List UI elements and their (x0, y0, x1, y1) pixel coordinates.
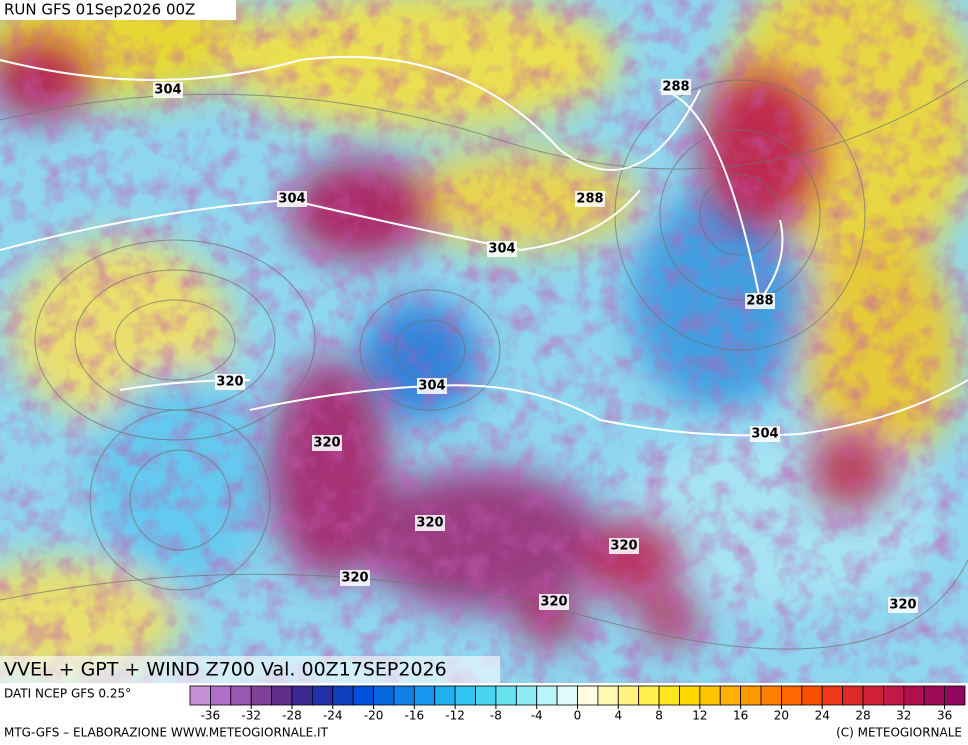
colorbar-tick-label: -24 (323, 709, 343, 723)
contour-label: 304 (488, 242, 515, 257)
colorbar-swatch (271, 685, 293, 706)
colorbar-swatch (903, 685, 925, 706)
footer-right: (C) METEOGIORNALE (836, 726, 962, 740)
colorbar-swatch (821, 685, 844, 706)
colorbar-swatch (883, 685, 905, 706)
map-caption: VVEL + GPT + WIND Z700 Val. 00Z17SEP2026 (4, 659, 447, 681)
contour-label: 304 (154, 83, 181, 98)
contour-label-bg (888, 597, 918, 613)
colorbar: -36 -32 -28 -24 -20 -16 -12 -8 -4 0 4 8 12 16 20 24 28 32… (189, 685, 966, 723)
colorbar-swatch (597, 685, 619, 706)
colorbar-tick-label: -16 (405, 709, 425, 723)
colorbar-tick-label: 20 (774, 709, 789, 723)
title-box (0, 0, 236, 20)
contour-label: 320 (416, 516, 443, 531)
contour-label-bg (215, 374, 245, 390)
colorbar-swatch (781, 685, 803, 706)
colorbar-swatch (209, 685, 232, 706)
contour-label-bg (539, 594, 569, 610)
contour-label-bg (417, 378, 447, 394)
colorbar-swatch (454, 685, 476, 706)
footer-left: MTG-GFS – ELABORAZIONE WWW.METEOGIORNALE… (4, 726, 329, 740)
contour-label: 320 (216, 375, 243, 390)
caption-box (0, 656, 500, 683)
contour-label-bg (661, 79, 691, 95)
colorbar-swatch (189, 685, 211, 706)
contour-label-bg (340, 570, 370, 586)
colorbar-swatch (801, 685, 823, 706)
colorbar-swatch (740, 685, 762, 706)
contour-label-bg (750, 426, 780, 442)
contour-label-bg (153, 82, 183, 98)
colorbar-swatch (373, 685, 395, 706)
colorbar-tick-label: -32 (241, 709, 261, 723)
colorbar-tick-label: 4 (614, 709, 622, 723)
contour-label: 288 (746, 294, 773, 309)
colorbar-swatch (515, 685, 538, 706)
contour-label: 320 (610, 539, 637, 554)
colorbar-swatch (291, 685, 313, 706)
contour-label-bg (415, 515, 445, 531)
contour-label: 304 (751, 427, 778, 442)
colorbar-swatch (699, 685, 721, 706)
map-background (0, 0, 968, 683)
colorbar-swatch (577, 685, 599, 706)
colorbar-swatch (719, 685, 742, 706)
colorbar-tick-label: 32 (896, 709, 911, 723)
colorbar-swatch (332, 685, 354, 706)
colorbar-swatch (393, 685, 415, 706)
colorbar-tick-label: -20 (364, 709, 384, 723)
colorbar-swatch (842, 685, 864, 706)
colorbar-swatch (944, 685, 966, 706)
colorbar-swatch (638, 685, 660, 706)
contour-label-bg (312, 435, 342, 451)
colorbar-swatch (311, 685, 334, 706)
contour-label: 304 (278, 192, 305, 207)
colorbar-swatch (230, 685, 252, 706)
colorbar-swatch (679, 685, 701, 706)
colorbar-swatch (658, 685, 680, 706)
colorbar-swatch (556, 685, 578, 706)
colorbar-tick-label: -4 (531, 709, 543, 723)
colorbar-tick-label: 12 (692, 709, 707, 723)
colorbar-swatch (352, 685, 374, 706)
colorbar-tick-label: 8 (655, 709, 663, 723)
contour-label: 304 (418, 379, 445, 394)
contour-label: 288 (662, 80, 689, 95)
contour-label: 320 (889, 598, 916, 613)
contour-label: 320 (540, 595, 567, 610)
contour-label-bg (487, 241, 517, 257)
contour-labels: 304 304 288 288 304 288 320 304 320 304 320 320 320 3… (153, 79, 918, 613)
colorbar-swatch (250, 685, 272, 706)
colorbar-tick-label: 28 (855, 709, 870, 723)
colorbar-swatch (760, 685, 782, 706)
data-source: DATI NCEP GFS 0.25° (4, 687, 131, 701)
colorbar-swatch (536, 685, 558, 706)
colorbar-swatch (862, 685, 884, 706)
colorbar-swatch (413, 685, 436, 706)
contour-label-bg (745, 293, 775, 309)
contour-label: 320 (341, 571, 368, 586)
contour-label-bg (575, 191, 605, 207)
colorbar-swatch (475, 685, 497, 706)
colorbar-swatch (923, 685, 946, 706)
colorbar-tick-label: 24 (815, 709, 830, 723)
contour-label-bg (277, 191, 307, 207)
run-title: RUN GFS 01Sep2026 00Z (4, 1, 195, 19)
colorbar-tick-label: 16 (733, 709, 748, 723)
colorbar-tick-label: -8 (490, 709, 502, 723)
colorbar-swatch (495, 685, 517, 706)
contour-label: 320 (313, 436, 340, 451)
colorbar-tick-label: -12 (445, 709, 465, 723)
colorbar-tick-label: 36 (937, 709, 952, 723)
contour-label-bg (609, 538, 639, 554)
contour-label: 288 (576, 192, 603, 207)
colorbar-tick-label: 0 (574, 709, 582, 723)
colorbar-swatch (434, 685, 456, 706)
colorbar-tick-label: -36 (201, 709, 221, 723)
colorbar-tick-label: -28 (282, 709, 302, 723)
colorbar-swatch (617, 685, 640, 706)
